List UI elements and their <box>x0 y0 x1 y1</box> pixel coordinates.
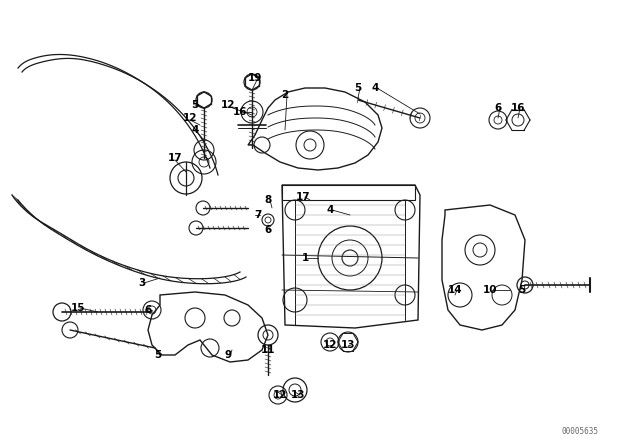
Text: 4: 4 <box>191 125 198 135</box>
Text: 1: 1 <box>301 253 308 263</box>
Text: 13: 13 <box>291 390 305 400</box>
Text: 12: 12 <box>323 340 337 350</box>
Text: 2: 2 <box>282 90 289 100</box>
Text: 13: 13 <box>340 340 355 350</box>
Text: 10: 10 <box>483 285 497 295</box>
Text: 12: 12 <box>273 390 287 400</box>
Text: 16: 16 <box>511 103 525 113</box>
Text: 6: 6 <box>264 225 271 235</box>
Text: 6: 6 <box>494 103 502 113</box>
Text: 9: 9 <box>225 350 232 360</box>
Text: 00005635: 00005635 <box>561 427 598 436</box>
Text: 5: 5 <box>518 285 525 295</box>
Text: 17: 17 <box>296 192 310 202</box>
Text: 17: 17 <box>168 153 182 163</box>
Text: 5: 5 <box>355 83 362 93</box>
Text: 11: 11 <box>260 345 275 355</box>
Text: 5: 5 <box>191 100 198 110</box>
Text: 14: 14 <box>448 285 462 295</box>
Text: 3: 3 <box>138 278 146 288</box>
Text: 4: 4 <box>326 205 333 215</box>
Text: 4: 4 <box>371 83 379 93</box>
Text: 15: 15 <box>71 303 85 313</box>
Text: 8: 8 <box>264 195 271 205</box>
Text: 12: 12 <box>221 100 236 110</box>
Text: 16: 16 <box>233 107 247 117</box>
Text: 6: 6 <box>145 305 152 315</box>
Text: 5: 5 <box>154 350 162 360</box>
Text: 19: 19 <box>248 73 262 83</box>
Text: 7: 7 <box>254 210 262 220</box>
Text: 12: 12 <box>183 113 197 123</box>
